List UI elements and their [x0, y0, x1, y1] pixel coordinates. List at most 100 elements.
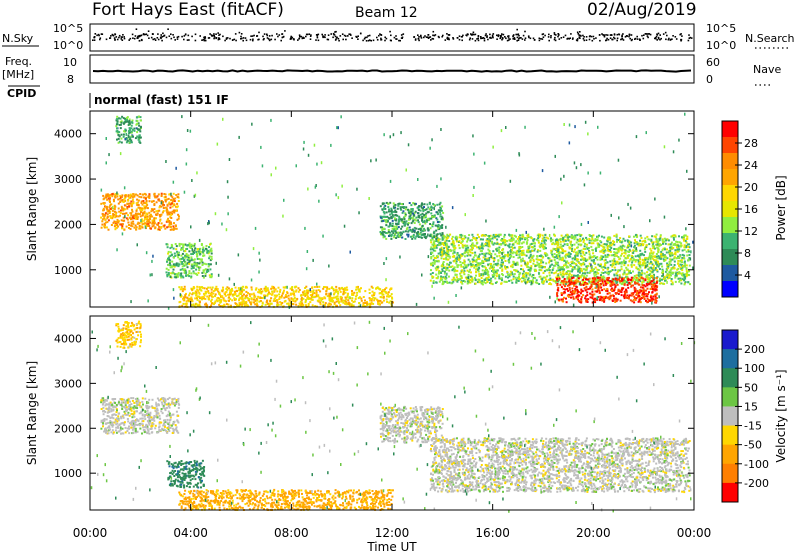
heatmap-cell [517, 270, 520, 273]
heatmap-cell [670, 274, 672, 277]
noise-point [217, 32, 219, 34]
noise-point [278, 34, 281, 36]
heatmap-cell [139, 193, 142, 195]
heatmap-cell [473, 266, 476, 269]
heatmap-cell [677, 246, 680, 249]
heatmap-cell [680, 242, 683, 245]
heatmap-cell [220, 299, 223, 302]
heatmap-cell [493, 259, 496, 261]
heatmap-cell [201, 275, 204, 277]
heatmap-cell [592, 239, 595, 242]
noise-point [636, 35, 638, 38]
heatmap-cell [674, 243, 677, 246]
heatmap-cell [203, 249, 206, 252]
heatmap-cell [450, 282, 453, 285]
noise-point [538, 37, 541, 40]
noise-point [431, 37, 434, 40]
heatmap-cell [607, 249, 610, 252]
heatmap-cell [293, 294, 296, 297]
heatmap-cell [429, 273, 432, 276]
heatmap-cell [631, 278, 634, 281]
noise-point [508, 39, 510, 41]
heatmap-cell [196, 285, 199, 288]
heatmap-cell [250, 293, 253, 296]
heatmap-cell [565, 266, 568, 269]
heatmap-cell [319, 301, 322, 304]
heatmap-cell [634, 260, 637, 263]
heatmap-cell [111, 217, 114, 220]
heatmap-cell [241, 304, 244, 307]
heatmap-cell [187, 299, 190, 302]
heatmap-cell [626, 276, 629, 278]
heatmap-cell [652, 255, 655, 258]
heatmap-cell [548, 274, 551, 277]
heatmap-cell [461, 253, 464, 256]
heatmap-cell [598, 245, 600, 248]
heatmap-cell [351, 293, 354, 296]
heatmap-cell [172, 228, 175, 231]
heatmap-cell [276, 303, 279, 306]
heatmap-cell [648, 266, 651, 269]
noise-point [414, 38, 417, 40]
heatmap-cell [441, 278, 444, 281]
heatmap-cell [302, 304, 305, 306]
heatmap-cell [567, 262, 570, 265]
heatmap-cell [515, 235, 517, 238]
noise-point [512, 34, 515, 36]
heatmap-cell [155, 210, 158, 213]
heatmap-cell [345, 301, 348, 304]
heatmap-cell [126, 202, 129, 205]
heatmap-cell [455, 276, 458, 279]
heatmap-cell [476, 233, 479, 236]
heatmap-cell [550, 240, 553, 243]
heatmap-cell [168, 255, 171, 258]
heatmap-cell [596, 258, 599, 261]
heatmap-cell [626, 277, 628, 280]
heatmap-cell [229, 290, 232, 292]
heatmap-cell [562, 282, 565, 284]
heatmap-cell [669, 254, 672, 257]
noise-point [606, 34, 609, 36]
heatmap-cell [558, 266, 561, 269]
heatmap-cell [519, 238, 522, 241]
noise-left-label: N.Sky [2, 32, 34, 45]
heatmap-cell [106, 193, 109, 196]
heatmap-cell [303, 290, 306, 293]
noise-point [669, 39, 672, 41]
heatmap-cell [200, 260, 203, 262]
noise-point [541, 33, 544, 36]
heatmap-cell [146, 207, 149, 210]
noise-point [468, 38, 471, 41]
heatmap-cell [663, 256, 666, 258]
heatmap-cell [520, 254, 523, 257]
heatmap-cell [319, 297, 322, 300]
heatmap-cell [186, 266, 189, 269]
heatmap-cell [657, 240, 660, 243]
heatmap-cell [456, 266, 459, 269]
heatmap-cell [190, 276, 193, 279]
noise-point [480, 37, 482, 40]
heatmap-cell [186, 262, 189, 265]
noise-point [384, 39, 386, 42]
noise-point [470, 34, 473, 36]
noise-point [626, 35, 628, 37]
heatmap-cell [153, 193, 156, 196]
heatmap-cell [518, 241, 521, 243]
heatmap-cell [122, 201, 125, 203]
heatmap-cell [573, 243, 576, 246]
heatmap-cell [464, 280, 467, 283]
heatmap-cell [183, 258, 186, 261]
heatmap-cell [679, 254, 682, 257]
heatmap-cell [239, 291, 242, 294]
heatmap-cell [530, 275, 533, 278]
heatmap-cell [639, 263, 641, 266]
heatmap-cell [541, 278, 544, 281]
heatmap-cell [614, 253, 617, 255]
heatmap-cell [270, 287, 273, 290]
heatmap-cell [629, 250, 632, 252]
heatmap-cell [649, 252, 651, 255]
heatmap-cell [364, 302, 367, 304]
heatmap-cell [611, 269, 614, 271]
noise-point [380, 37, 382, 40]
heatmap-cell [649, 272, 652, 275]
